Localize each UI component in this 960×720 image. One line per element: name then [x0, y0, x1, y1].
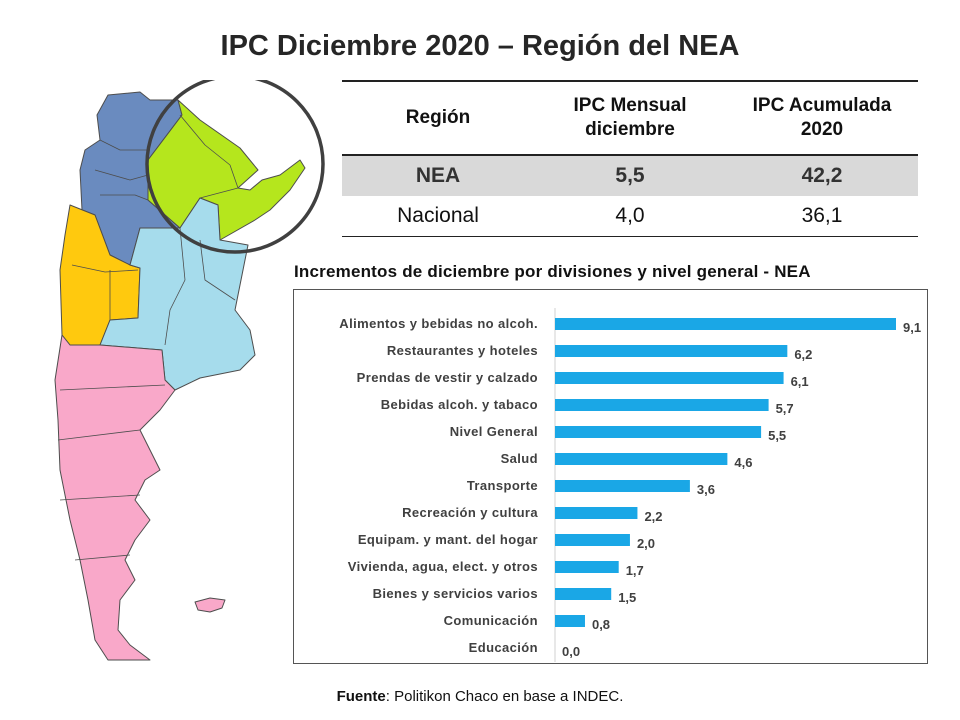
- cell-region: Nacional: [342, 196, 534, 237]
- value-label: 3,6: [697, 482, 715, 497]
- header-region: Región: [342, 80, 534, 156]
- argentina-regions-map: [40, 74, 340, 670]
- category-label: Transporte: [467, 478, 538, 493]
- region-malvinas-islands: [194, 597, 226, 613]
- bar: [555, 453, 728, 465]
- table-row: NEA 5,5 42,2: [342, 155, 918, 196]
- bar: [555, 588, 612, 600]
- category-label: Nivel General: [450, 424, 538, 439]
- cell-annual: 36,1: [726, 196, 918, 237]
- value-label: 6,2: [794, 347, 812, 362]
- value-label: 4,6: [734, 455, 752, 470]
- value-label: 9,1: [903, 320, 921, 335]
- bar: [555, 372, 784, 384]
- bar: [555, 399, 769, 411]
- value-label: 5,5: [768, 428, 786, 443]
- bar: [555, 534, 630, 546]
- table-header-row: Región IPC Mensual diciembre IPC Acumulad…: [342, 80, 918, 156]
- source-note: Fuente: Politikon Chaco en base a INDEC.: [0, 688, 960, 705]
- value-label: 0,0: [562, 644, 580, 659]
- category-label: Vivienda, agua, elect. y otros: [348, 559, 538, 574]
- value-label: 6,1: [791, 374, 809, 389]
- cell-monthly: 4,0: [534, 196, 726, 237]
- category-label: Salud: [501, 451, 538, 466]
- table-row: Nacional 4,0 36,1: [342, 196, 918, 237]
- header-monthly: IPC Mensual diciembre: [534, 80, 726, 156]
- ipc-summary-table: Región IPC Mensual diciembre IPC Acumulad…: [342, 80, 918, 237]
- source-label: Fuente: [336, 688, 386, 705]
- category-label: Comunicación: [444, 613, 538, 628]
- bar-chart-svg: Alimentos y bebidas no alcoh. 9,1 Restaura…: [339, 308, 921, 662]
- category-label: Educación: [469, 640, 538, 655]
- cell-monthly: 5,5: [534, 155, 726, 196]
- category-label: Prendas de vestir y calzado: [357, 370, 538, 385]
- bar: [555, 507, 638, 519]
- value-label: 1,7: [626, 563, 644, 578]
- bar: [555, 615, 585, 627]
- cell-annual: 42,2: [726, 155, 918, 196]
- category-label: Restaurantes y hoteles: [387, 343, 538, 358]
- header-annual: IPC Acumulada 2020: [726, 80, 918, 156]
- value-label: 2,2: [644, 509, 662, 524]
- category-label: Alimentos y bebidas no alcoh.: [339, 316, 538, 331]
- category-label: Recreación y cultura: [402, 505, 538, 520]
- bar: [555, 318, 896, 330]
- category-label: Bebidas alcoh. y tabaco: [381, 397, 538, 412]
- bar-chart: Alimentos y bebidas no alcoh. 9,1 Restaura…: [293, 289, 928, 664]
- value-label: 1,5: [618, 590, 636, 605]
- bar: [555, 426, 762, 438]
- chart-title: Incrementos de diciembre por divisiones …: [294, 262, 811, 281]
- source-text: : Politikon Chaco en base a INDEC.: [385, 688, 624, 705]
- region-patagonia: [54, 334, 176, 661]
- category-label: Bienes y servicios varios: [373, 586, 538, 601]
- bar: [555, 480, 690, 492]
- bar: [555, 345, 788, 357]
- cell-region: NEA: [342, 155, 534, 196]
- value-label: 0,8: [592, 617, 610, 632]
- value-label: 5,7: [776, 401, 794, 416]
- value-label: 2,0: [637, 536, 655, 551]
- region-pampeana: [99, 197, 256, 391]
- bar: [555, 561, 619, 573]
- page-title: IPC Diciembre 2020 – Región del NEA: [220, 30, 740, 62]
- category-label: Equipam. y mant. del hogar: [358, 532, 538, 547]
